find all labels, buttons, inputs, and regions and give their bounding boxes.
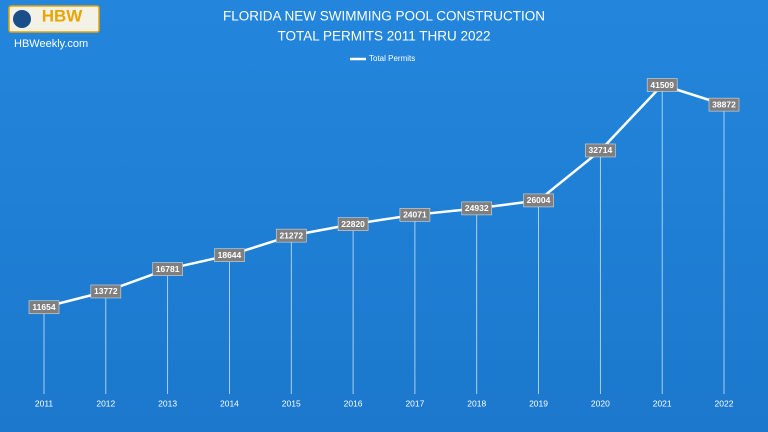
label-box [708, 97, 740, 112]
x-tick-label: 2011 [35, 398, 54, 408]
label-box [152, 262, 183, 276]
label-box [399, 208, 431, 222]
data-label: 38872 [712, 99, 736, 109]
chart-subtitle: TOTAL PERMITS 2011 THRU 2022 [277, 29, 490, 44]
x-tick-label: 2021 [653, 398, 672, 408]
label-box [28, 300, 60, 315]
data-label: 24071 [403, 210, 427, 220]
logo-box [8, 5, 100, 33]
label-box [523, 193, 554, 208]
data-label: 11654 [32, 302, 55, 312]
label-box [337, 217, 369, 231]
x-tick-label: 2014 [220, 398, 239, 408]
chart-title: FLORIDA NEW SWIMMING POOL CONSTRUCTION [223, 9, 545, 24]
data-label: 13772 [94, 286, 118, 296]
x-tick-label: 2015 [282, 398, 301, 408]
label-box [585, 143, 616, 158]
logo: HBW [8, 5, 100, 33]
x-tick-label: 2020 [591, 398, 610, 408]
logo-text: HBW [42, 6, 84, 25]
data-label: 32714 [589, 145, 613, 155]
x-tick-label: 2018 [467, 398, 486, 408]
logo-icon [13, 10, 31, 28]
label-box [461, 201, 493, 216]
data-label: 18644 [218, 250, 242, 260]
x-tick-label: 2013 [158, 398, 177, 408]
data-label: 24932 [465, 203, 489, 213]
legend-label: Total Permits [369, 54, 415, 63]
x-tick-label: 2022 [715, 398, 734, 408]
x-tick-label: 2012 [96, 398, 115, 408]
x-tick-label: 2019 [529, 398, 548, 408]
label-box [646, 78, 678, 92]
x-tick-label: 2016 [344, 398, 363, 408]
label-box [275, 228, 307, 243]
data-label: 16781 [156, 264, 180, 274]
label-box [90, 284, 122, 299]
data-label: 26004 [527, 195, 551, 205]
data-label: 41509 [650, 80, 674, 90]
data-label: 22820 [341, 219, 365, 229]
site-name: HBWeekly.com [14, 38, 88, 50]
x-tick-label: 2017 [405, 398, 424, 408]
data-label: 21272 [279, 230, 303, 240]
label-box [214, 248, 245, 263]
